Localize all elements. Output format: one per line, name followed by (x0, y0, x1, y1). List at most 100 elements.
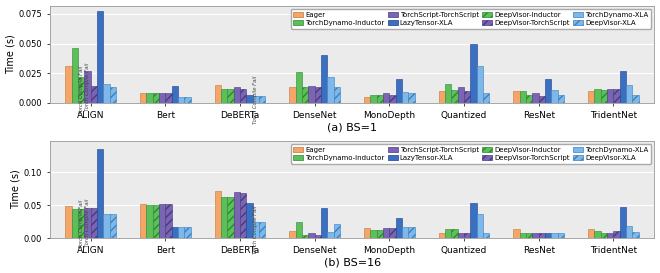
Bar (626, 85, 632, 103)
Bar (240, 89, 246, 103)
Bar (84, 71, 91, 103)
Bar (259, 222, 265, 238)
Bar (620, 71, 626, 103)
Bar (551, 233, 558, 238)
Bar (221, 89, 228, 103)
Bar (321, 55, 327, 103)
Bar (78, 209, 84, 238)
Bar (389, 95, 396, 103)
Bar (613, 89, 620, 103)
Bar (364, 97, 370, 103)
Bar (221, 197, 228, 238)
Bar (302, 235, 308, 238)
Bar (147, 93, 152, 103)
X-axis label: (b) BS=16: (b) BS=16 (323, 257, 381, 268)
Bar (551, 90, 558, 103)
Bar (289, 231, 296, 238)
Bar (240, 193, 246, 238)
Bar (445, 229, 451, 238)
Bar (110, 214, 116, 238)
Bar (519, 91, 526, 103)
Bar (321, 208, 327, 238)
Bar (259, 96, 265, 103)
Bar (445, 84, 451, 103)
Bar (539, 233, 545, 238)
Bar (626, 226, 632, 238)
Bar (383, 93, 389, 103)
Bar (526, 233, 533, 238)
Y-axis label: Time (s): Time (s) (11, 170, 21, 209)
Bar (72, 209, 78, 238)
Bar (140, 93, 147, 103)
Text: Torch Compile Fail: Torch Compile Fail (253, 206, 259, 254)
Bar (471, 203, 477, 238)
Bar (526, 95, 533, 103)
Bar (140, 204, 147, 238)
Bar (558, 95, 564, 103)
Bar (97, 11, 104, 103)
Bar (539, 96, 545, 103)
Bar (159, 204, 166, 238)
Bar (315, 235, 321, 238)
Bar (166, 204, 172, 238)
Bar (185, 227, 191, 238)
Bar (545, 233, 551, 238)
Bar (152, 93, 159, 103)
Bar (228, 197, 234, 238)
Bar (185, 97, 191, 103)
Bar (228, 89, 234, 103)
Bar (402, 227, 409, 238)
Bar (471, 44, 477, 103)
Text: Torch Compile Fail: Torch Compile Fail (79, 199, 84, 248)
Text: Torch Compile Fail: Torch Compile Fail (85, 199, 90, 247)
Bar (159, 93, 166, 103)
Bar (308, 233, 315, 238)
Bar (439, 233, 445, 238)
Bar (601, 90, 607, 103)
Bar (172, 227, 178, 238)
Bar (595, 89, 601, 103)
Bar (178, 97, 185, 103)
Bar (513, 91, 519, 103)
Bar (377, 95, 383, 103)
Bar (334, 87, 340, 103)
Bar (632, 232, 639, 238)
Bar (296, 72, 302, 103)
Legend: Eager, TorchDynamo-Inductor, TorchScript-TorchScript, LazyTensor-XLA, DeepVisor-: Eager, TorchDynamo-Inductor, TorchScript… (290, 9, 651, 29)
Bar (607, 89, 613, 103)
Bar (383, 227, 389, 238)
Bar (477, 214, 483, 238)
Bar (483, 93, 490, 103)
Bar (377, 230, 383, 238)
Bar (477, 66, 483, 103)
Text: Torch Compile Fail: Torch Compile Fail (253, 75, 259, 124)
Bar (458, 87, 464, 103)
Bar (613, 232, 620, 238)
Bar (327, 77, 334, 103)
Bar (91, 208, 97, 238)
Bar (104, 214, 110, 238)
Bar (402, 92, 409, 103)
Bar (533, 233, 539, 238)
Bar (464, 91, 471, 103)
Bar (439, 91, 445, 103)
Bar (327, 232, 334, 238)
Bar (166, 93, 172, 103)
Bar (364, 227, 370, 238)
Bar (178, 227, 185, 238)
Bar (78, 77, 84, 103)
Bar (172, 86, 178, 103)
Bar (84, 208, 91, 238)
Text: Torch Compile Fail: Torch Compile Fail (85, 63, 90, 111)
Bar (302, 87, 308, 103)
Y-axis label: Time (s): Time (s) (5, 34, 16, 74)
Bar (513, 230, 519, 238)
Bar (588, 230, 595, 238)
Bar (65, 66, 72, 103)
Bar (370, 230, 377, 238)
Bar (451, 229, 458, 238)
Bar (246, 203, 253, 238)
Bar (396, 79, 402, 103)
Bar (545, 79, 551, 103)
Bar (234, 192, 240, 238)
